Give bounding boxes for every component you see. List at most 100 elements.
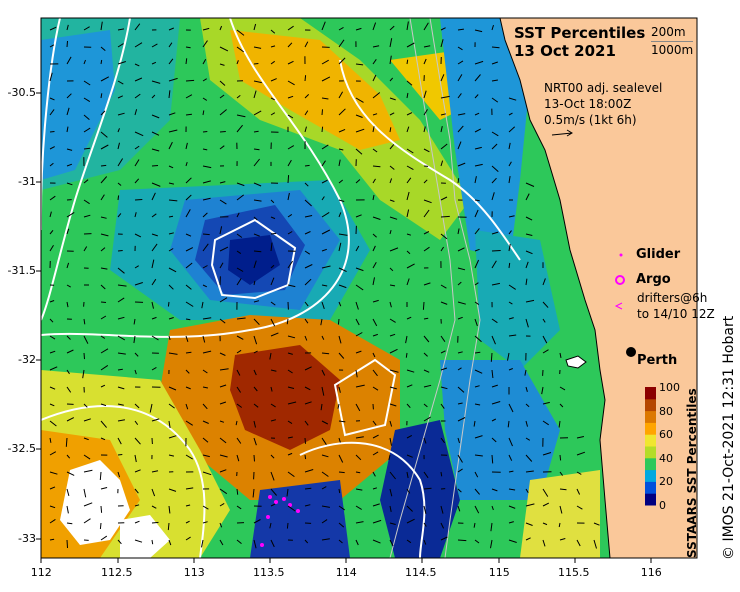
current-arrow [49, 97, 55, 101]
lon-tick-label: 115.5 [558, 566, 590, 579]
current-arrow [304, 75, 307, 82]
current-arrow [287, 42, 293, 48]
current-arrow [355, 521, 364, 524]
current-arrow [49, 211, 52, 218]
current-arrow [168, 454, 175, 457]
current-arrow [49, 366, 58, 371]
current-arrow [423, 126, 426, 133]
current-arrow [389, 539, 394, 546]
current-arrow [185, 369, 190, 374]
current-arrow [49, 131, 55, 133]
current-arrow [372, 318, 378, 327]
current-arrow [355, 505, 362, 510]
current-arrow [491, 505, 494, 511]
current-arrow [491, 260, 497, 269]
current-arrow [576, 436, 585, 439]
current-arrow [117, 195, 120, 201]
current-arrow [134, 63, 140, 67]
current-arrow [83, 147, 91, 150]
current-arrow [219, 46, 229, 52]
current-arrow [185, 142, 188, 150]
current-arrow [490, 522, 493, 532]
current-arrow [508, 505, 516, 509]
current-arrow [219, 246, 229, 252]
current-arrow [253, 130, 259, 133]
current-arrow [508, 403, 514, 413]
current-arrow [117, 437, 122, 445]
current-arrow [304, 110, 309, 116]
current-arrow [151, 418, 160, 422]
current-arrow [83, 26, 90, 31]
current-arrow [117, 80, 124, 85]
current-arrow [321, 211, 330, 218]
current-arrow [66, 349, 74, 354]
current-arrow [253, 199, 262, 202]
current-arrow [168, 165, 174, 169]
current-arrow [525, 278, 528, 286]
current-arrow [542, 522, 548, 526]
current-arrow [253, 300, 260, 303]
current-arrow [83, 335, 89, 344]
current-arrow [287, 284, 296, 288]
current-arrow [117, 419, 125, 422]
current-arrow [66, 301, 69, 308]
current-arrow [473, 522, 476, 528]
colorbar-tick-label: 0 [659, 499, 666, 512]
current-arrow [389, 178, 393, 184]
current-arrow [355, 369, 358, 378]
current-arrow [202, 265, 208, 269]
current-arrow [440, 143, 448, 150]
current-arrow [372, 233, 377, 238]
current-arrow [321, 471, 329, 477]
current-arrow [287, 352, 293, 355]
perth-label: Perth [637, 353, 678, 368]
current-arrow [372, 299, 379, 303]
current-arrow [406, 471, 409, 479]
current-arrow [525, 470, 534, 473]
current-arrow [134, 178, 140, 184]
current-arrow [389, 38, 393, 48]
current-arrow [236, 403, 242, 408]
colorbar-tick-label: 40 [659, 451, 673, 465]
current-arrow [236, 212, 240, 218]
current-arrow [236, 29, 245, 36]
current-arrow [440, 335, 446, 342]
credit-text: © IMOS 21-Oct-2021 12:31 Hobart [721, 315, 737, 560]
current-arrow [100, 284, 106, 290]
colorbar-label: SSTAARS SST Percentiles [685, 388, 699, 558]
current-arrow [355, 332, 363, 337]
current-arrow [134, 109, 138, 116]
current-arrow [168, 335, 171, 341]
colorbar-segment [645, 469, 656, 482]
current-arrow [507, 420, 510, 428]
current-arrow [219, 131, 226, 133]
current-arrow [286, 488, 289, 497]
current-arrow [525, 537, 531, 541]
current-arrow [100, 301, 107, 303]
current-arrow [321, 59, 329, 65]
current-arrow [219, 502, 225, 507]
current-arrow [83, 488, 87, 498]
current-arrow [508, 317, 514, 320]
current-arrow [117, 112, 125, 116]
perth-marker [626, 347, 636, 357]
current-arrow [457, 141, 462, 150]
current-arrow [440, 113, 447, 116]
lon-tick-label: 116 [640, 566, 662, 579]
current-arrow [202, 284, 208, 288]
current-arrow [185, 113, 192, 116]
current-arrow [236, 124, 243, 133]
current-arrow [406, 177, 412, 184]
colorbar-tick-label: 80 [659, 404, 673, 418]
current-arrow [440, 386, 448, 390]
current-arrow [558, 420, 561, 428]
current-arrow [338, 386, 341, 393]
current-arrow [525, 193, 530, 201]
current-arrow [168, 539, 172, 546]
current-arrow [236, 488, 239, 495]
current-arrow [168, 505, 171, 514]
current-arrow [253, 158, 260, 167]
current-arrow [423, 199, 432, 204]
current-arrow [406, 518, 415, 524]
current-arrow [304, 41, 309, 48]
